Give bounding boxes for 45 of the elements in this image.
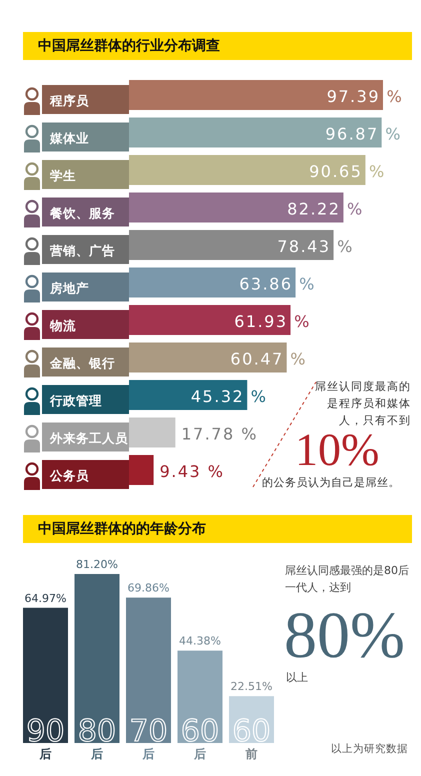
data-label: 82.22 %	[287, 200, 364, 218]
y-tick-label: 房地产	[49, 280, 89, 296]
y-tick-label: 金融、银行	[49, 356, 115, 370]
data-label: 44.38%	[179, 634, 221, 648]
y-tick-label: 外来务工人员	[49, 430, 129, 446]
y-tick-label: 营销、广告	[49, 243, 115, 258]
data-label: 61.93 %	[234, 312, 311, 331]
bar	[126, 598, 171, 743]
data-label: 96.87 %	[325, 124, 402, 144]
y-tick-label: 餐饮、服务	[49, 206, 115, 220]
data-label: 60.47 %	[230, 350, 308, 368]
data-label: 22.51%	[230, 680, 272, 694]
x-tick-label: 60前	[232, 714, 271, 761]
bar	[178, 650, 222, 743]
y-tick-label: 行政管理	[49, 393, 102, 408]
chart-title: 中国屌丝群体的行业分布调查	[38, 37, 220, 55]
y-tick-label: 媒体业	[49, 130, 89, 146]
text: 以上为研究数据	[331, 742, 408, 757]
bar	[74, 574, 120, 743]
bar	[23, 608, 68, 743]
annotation: 屌丝认同度最高的是程序员和媒体人，只有不到	[314, 379, 411, 429]
chart-title: 中国屌丝群体的的年龄分布	[38, 520, 206, 538]
text: 屌丝认同感最强的是80后一代人，达到	[285, 563, 410, 596]
x-tick-label: 80后	[78, 714, 116, 761]
data-label: 97.39 %	[326, 87, 404, 106]
y-tick-label: 物流	[49, 318, 77, 333]
data-label: 81.20%	[76, 558, 118, 571]
y-tick-label: 公务员	[49, 468, 90, 483]
data-label: 90.65 %	[309, 162, 386, 181]
text: 以上	[286, 670, 308, 686]
data-label: 78.43 %	[277, 237, 354, 256]
y-tick-label: 学生	[50, 168, 76, 183]
data-label: 64.97%	[24, 592, 66, 605]
data-label: 9.43 %	[160, 462, 225, 481]
x-tick-label: 70后	[129, 714, 168, 761]
data-label: 69.86%	[128, 582, 170, 595]
x-tick-label: 60后	[180, 714, 220, 761]
bar	[129, 455, 154, 485]
data-label: 17.78 %	[181, 424, 258, 444]
y-tick-label: 程序员	[49, 93, 90, 108]
annotation: 的公务员认为自己是屌丝。	[262, 475, 400, 491]
data-label: 63.86 %	[239, 274, 316, 294]
data-label: 45.32 %	[190, 387, 268, 406]
x-tick-label: 90后	[26, 714, 65, 761]
text: 80%	[284, 599, 405, 672]
